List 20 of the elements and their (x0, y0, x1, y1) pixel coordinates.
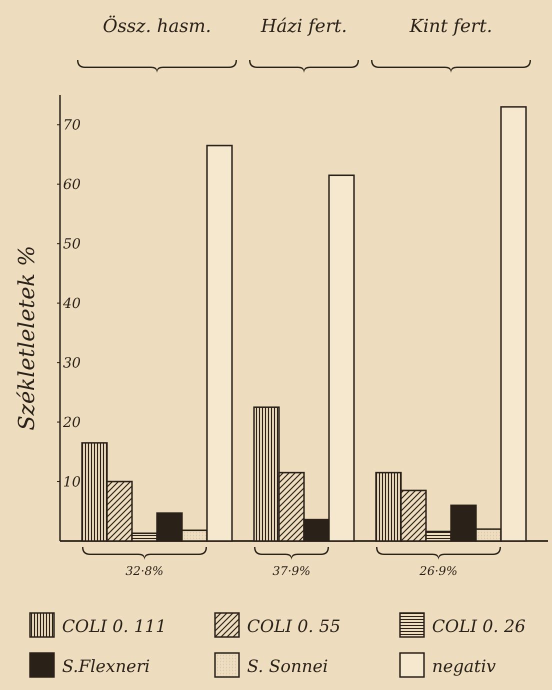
legend-label: COLI 0. 55 (247, 617, 341, 637)
y-tick-label: 10 (63, 474, 81, 490)
text: 37·9% (272, 564, 311, 578)
legend-label: S.Flexneri (62, 657, 150, 677)
x-tick-label: Kint fert. (408, 16, 492, 37)
y-tick-label: 60 (63, 177, 81, 194)
legend-label: S. Sonnei (247, 657, 328, 677)
legend-label: COLI 0. 111 (62, 617, 166, 637)
text: 26·9% (418, 564, 458, 578)
y-tick-label: 70 (63, 118, 81, 134)
y-tick-label: 50 (63, 236, 81, 253)
x-tick-label: Össz. hasm. (102, 15, 212, 37)
y-tick-label: 40 (62, 296, 81, 312)
legend-label: COLI 0. 26 (432, 617, 526, 637)
y-tick-label: 30 (63, 356, 81, 372)
x-tick-label: Házi fert. (260, 16, 348, 37)
y-axis-title: Székletleletek % (15, 245, 40, 431)
text: 32·8% (125, 564, 164, 578)
legend-label: negativ (432, 657, 496, 677)
y-tick-label: 20 (62, 414, 81, 431)
